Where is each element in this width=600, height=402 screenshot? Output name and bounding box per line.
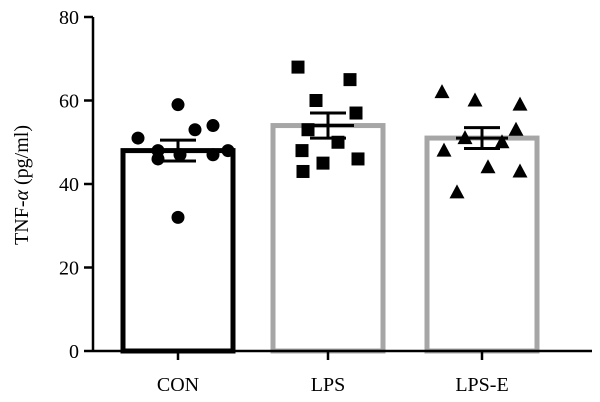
data-point-triangle [494, 134, 510, 149]
data-point-circle [171, 210, 185, 224]
data-point-square [295, 144, 309, 158]
bars [120, 123, 540, 354]
data-point-triangle [449, 184, 465, 199]
data-point-circle [151, 152, 165, 166]
data-point-circle [188, 123, 202, 137]
y-tick-label: 80 [59, 7, 79, 29]
data-point-circle [131, 131, 145, 145]
x-tick-label-lps-e: LPS-E [455, 374, 508, 396]
data-point-square [309, 94, 323, 107]
data-point-square [343, 73, 357, 87]
data-point-square [296, 164, 310, 178]
data-point-square [291, 60, 305, 74]
x-axis: CON LPS LPS-E [93, 349, 592, 396]
x-tick-label-lps: LPS [311, 374, 345, 396]
data-point-triangle [436, 142, 452, 157]
data-point-triangle [434, 84, 450, 99]
y-tick-label: 0 [69, 341, 79, 363]
y-tick-label: 20 [59, 258, 79, 280]
data-point-triangle [508, 121, 524, 136]
data-point-triangle [512, 163, 528, 178]
data-point-circle [221, 144, 235, 158]
error-bars [152, 111, 508, 163]
data-point-square [349, 106, 363, 120]
bar-con [120, 148, 236, 354]
y-axis-title: TNF-α (pg/ml) [11, 125, 33, 245]
data-point-triangle [480, 159, 496, 174]
x-tick-label-con: CON [157, 374, 199, 396]
data-point-circle [171, 98, 185, 112]
y-tick-label: 60 [59, 91, 79, 113]
data-point-square [351, 152, 365, 166]
data-point-triangle [512, 96, 528, 111]
data-point-triangle [467, 92, 483, 107]
y-tick-label: 40 [59, 174, 79, 196]
data-point-circle [206, 119, 220, 133]
data-point-circle [206, 148, 220, 162]
y-axis: 0 20 40 60 80 [59, 7, 95, 363]
data-point-square [316, 156, 330, 170]
